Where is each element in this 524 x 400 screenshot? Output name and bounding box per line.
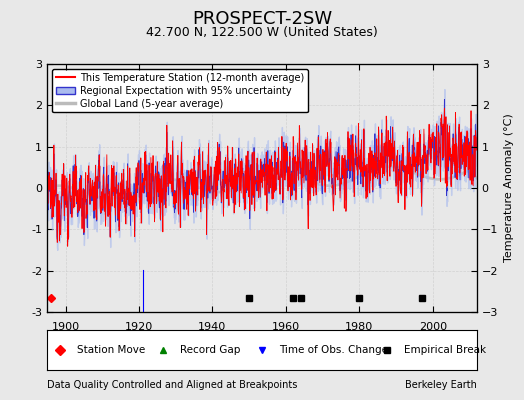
Text: Time of Obs. Change: Time of Obs. Change [279, 345, 388, 355]
Text: Station Move: Station Move [77, 345, 146, 355]
Text: 1900: 1900 [51, 322, 80, 332]
Text: 42.700 N, 122.500 W (United States): 42.700 N, 122.500 W (United States) [146, 26, 378, 39]
Text: Berkeley Earth: Berkeley Earth [405, 380, 477, 390]
Text: Data Quality Controlled and Aligned at Breakpoints: Data Quality Controlled and Aligned at B… [47, 380, 298, 390]
Legend: This Temperature Station (12-month average), Regional Expectation with 95% uncer: This Temperature Station (12-month avera… [52, 69, 308, 112]
Text: Empirical Break: Empirical Break [404, 345, 486, 355]
Text: 1940: 1940 [198, 322, 226, 332]
Text: PROSPECT-2SW: PROSPECT-2SW [192, 10, 332, 28]
Text: 1920: 1920 [125, 322, 153, 332]
Text: 2000: 2000 [419, 322, 447, 332]
Y-axis label: Temperature Anomaly (°C): Temperature Anomaly (°C) [504, 114, 514, 262]
Text: Record Gap: Record Gap [180, 345, 241, 355]
Text: 1980: 1980 [345, 322, 374, 332]
Text: 1960: 1960 [272, 322, 300, 332]
